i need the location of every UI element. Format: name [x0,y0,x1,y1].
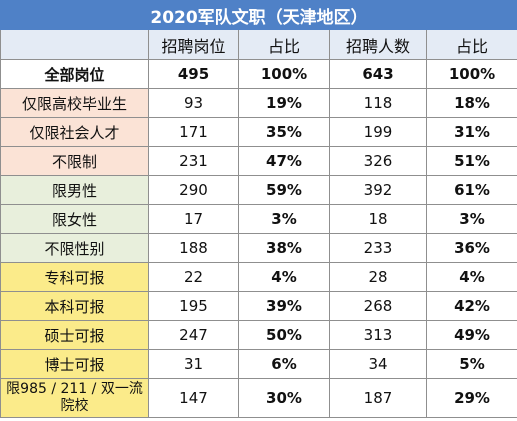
row-positions: 171 [148,117,239,147]
row-people: 34 [329,349,427,379]
total-positions: 495 [148,59,239,89]
table-row: 不限制 231 47% 326 51% [0,146,517,176]
table-title: 2020军队文职（天津地区） [0,0,517,30]
row-label: 博士可报 [0,349,149,379]
row-people: 118 [329,88,427,118]
header-positions-pct: 占比 [238,29,330,60]
row-positions: 31 [148,349,239,379]
row-positions: 147 [148,378,239,418]
row-people: 268 [329,291,427,321]
row-positions-pct: 38% [238,233,330,263]
row-label: 不限制 [0,146,149,176]
row-positions: 22 [148,262,239,292]
row-positions-pct: 39% [238,291,330,321]
table-row: 博士可报 31 6% 34 5% [0,349,517,379]
row-people-pct: 49% [425,320,517,350]
row-people-pct: 5% [425,349,517,379]
row-people-pct: 4% [425,262,517,292]
table-row: 仅限社会人才 171 35% 199 31% [0,117,517,147]
table-row: 限985 / 211 / 双一流院校 147 30% 187 29% [0,378,517,418]
row-people: 199 [329,117,427,147]
total-label: 全部岗位 [0,59,149,89]
total-people-pct: 100% [425,59,517,89]
row-label: 仅限高校毕业生 [0,88,149,118]
row-people: 326 [329,146,427,176]
row-label: 硕士可报 [0,320,149,350]
row-people-pct: 61% [425,175,517,205]
row-people: 18 [329,204,427,234]
row-people: 313 [329,320,427,350]
row-people-pct: 3% [425,204,517,234]
row-people-pct: 31% [425,117,517,147]
row-positions: 17 [148,204,239,234]
header-positions: 招聘岗位 [148,29,239,60]
row-positions-pct: 47% [238,146,330,176]
table-row: 不限性别 188 38% 233 36% [0,233,517,263]
table-row: 限女性 17 3% 18 3% [0,204,517,234]
row-label: 限女性 [0,204,149,234]
row-positions: 188 [148,233,239,263]
header-people-pct: 占比 [425,29,517,60]
row-people-pct: 51% [425,146,517,176]
row-people: 392 [329,175,427,205]
table-row: 专科可报 22 4% 28 4% [0,262,517,292]
row-positions-pct: 19% [238,88,330,118]
row-label: 限男性 [0,175,149,205]
row-positions-pct: 6% [238,349,330,379]
row-positions: 195 [148,291,239,321]
row-people: 187 [329,378,427,418]
total-row: 全部岗位 495 100% 643 100% [0,59,517,89]
row-label: 限985 / 211 / 双一流院校 [0,378,149,418]
total-positions-pct: 100% [238,59,330,89]
row-label: 仅限社会人才 [0,117,149,147]
header-blank [0,29,149,60]
table-row: 仅限高校毕业生 93 19% 118 18% [0,88,517,118]
row-people-pct: 29% [425,378,517,418]
row-positions-pct: 35% [238,117,330,147]
row-positions: 231 [148,146,239,176]
row-people: 28 [329,262,427,292]
row-label: 本科可报 [0,291,149,321]
header-row: 招聘岗位 占比 招聘人数 占比 [0,29,517,60]
row-label: 不限性别 [0,233,149,263]
row-positions: 93 [148,88,239,118]
row-positions-pct: 4% [238,262,330,292]
row-positions: 290 [148,175,239,205]
row-positions: 247 [148,320,239,350]
row-positions-pct: 59% [238,175,330,205]
table-row: 本科可报 195 39% 268 42% [0,291,517,321]
row-people-pct: 36% [425,233,517,263]
row-positions-pct: 50% [238,320,330,350]
table-row: 限男性 290 59% 392 61% [0,175,517,205]
header-people: 招聘人数 [329,29,427,60]
row-positions-pct: 3% [238,204,330,234]
table-row: 硕士可报 247 50% 313 49% [0,320,517,350]
row-label: 专科可报 [0,262,149,292]
row-people-pct: 18% [425,88,517,118]
row-people: 233 [329,233,427,263]
row-people-pct: 42% [425,291,517,321]
title-row: 2020军队文职（天津地区） [0,0,517,30]
total-people: 643 [329,59,427,89]
row-positions-pct: 30% [238,378,330,418]
